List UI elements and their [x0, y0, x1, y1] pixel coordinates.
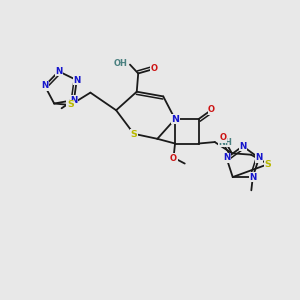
Text: N: N — [73, 76, 80, 85]
Text: N: N — [55, 67, 62, 76]
Text: N: N — [249, 172, 256, 182]
Text: S: S — [265, 160, 272, 169]
Text: N: N — [223, 154, 230, 163]
Text: O: O — [151, 64, 158, 73]
Text: N: N — [239, 142, 246, 151]
Text: N: N — [255, 154, 262, 163]
Text: N: N — [70, 95, 78, 104]
Text: N: N — [41, 81, 48, 90]
Text: N: N — [172, 115, 180, 124]
Text: S: S — [67, 100, 74, 109]
Text: O: O — [170, 154, 177, 163]
Text: S: S — [130, 130, 137, 139]
Text: O: O — [220, 134, 226, 142]
Text: OH: OH — [114, 59, 128, 68]
Text: O: O — [208, 105, 215, 114]
Text: NH: NH — [218, 137, 232, 146]
